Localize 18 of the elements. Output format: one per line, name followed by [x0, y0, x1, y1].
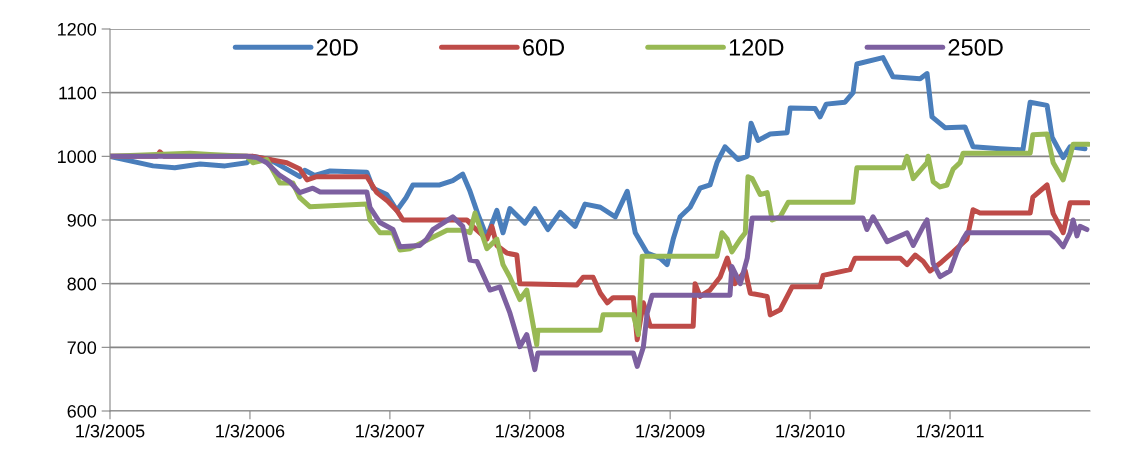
y-tick-label: 800 — [67, 277, 97, 291]
y-tick-label: 1200 — [58, 22, 97, 36]
x-tick-label: 1/3/2005 — [76, 424, 145, 438]
x-tick-label: 1/3/2007 — [356, 424, 425, 438]
x-tick-label: 1/3/2010 — [776, 424, 845, 438]
y-tick-label: 1000 — [58, 150, 97, 164]
y-tick-label: 900 — [67, 213, 97, 227]
legend-label: 20D — [316, 39, 358, 56]
y-tick-label: 700 — [67, 341, 97, 355]
x-tick-label: 1/3/2009 — [636, 424, 705, 438]
legend-label: 120D — [729, 39, 784, 56]
legend-label: 250D — [948, 39, 1003, 56]
x-tick-label: 1/3/2008 — [496, 424, 565, 438]
legend-label: 60D — [523, 39, 565, 56]
y-tick-label: 600 — [67, 404, 97, 418]
x-tick-label: 1/3/2011 — [916, 424, 984, 438]
x-tick-label: 1/3/2006 — [216, 424, 285, 438]
y-tick-label: 1100 — [59, 86, 97, 100]
